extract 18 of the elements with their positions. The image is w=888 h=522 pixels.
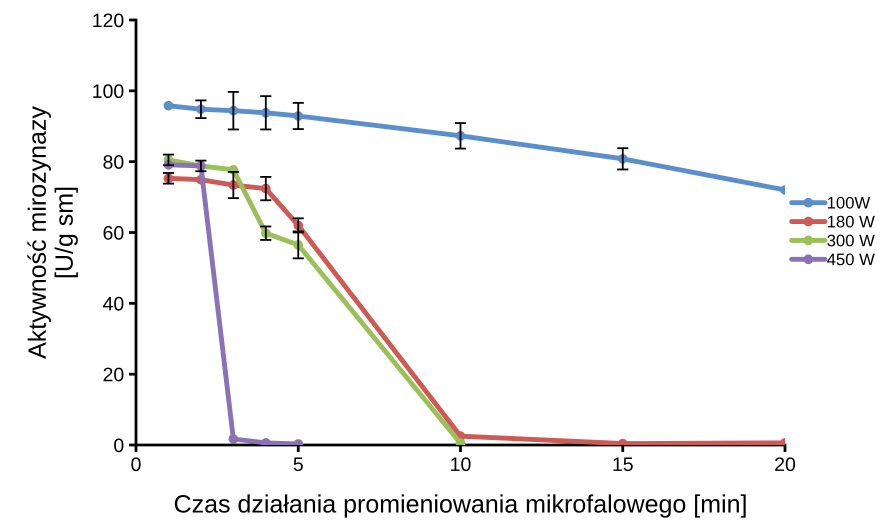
x-tick-label: 0	[131, 457, 141, 472]
y-tick-label: 20	[104, 368, 124, 382]
x-tick-label: 20	[775, 457, 796, 472]
legend-label: 100W	[828, 196, 870, 209]
y-tick-label: 80	[103, 155, 124, 169]
y-tick-label: 60	[104, 226, 124, 240]
x-tick-label: 15	[613, 458, 633, 472]
y-tick-label: 40	[103, 296, 124, 311]
legend-label: 300 W	[827, 234, 875, 246]
y-axis-title: Aktywność mirozynazy [U/g sm]	[27, 106, 78, 359]
legend-label: 450 W	[827, 253, 875, 266]
legend-label: 180 W	[828, 216, 875, 228]
y-tick-label: 0	[114, 438, 124, 452]
x-tick-label: 10	[451, 457, 471, 472]
y-tick-label: 120	[93, 13, 124, 28]
y-tick-label: 100	[93, 84, 124, 98]
x-tick-label: 5	[294, 458, 303, 472]
x-axis-title: Czas działania promieniowania mikrofalowego [min]	[174, 494, 746, 518]
